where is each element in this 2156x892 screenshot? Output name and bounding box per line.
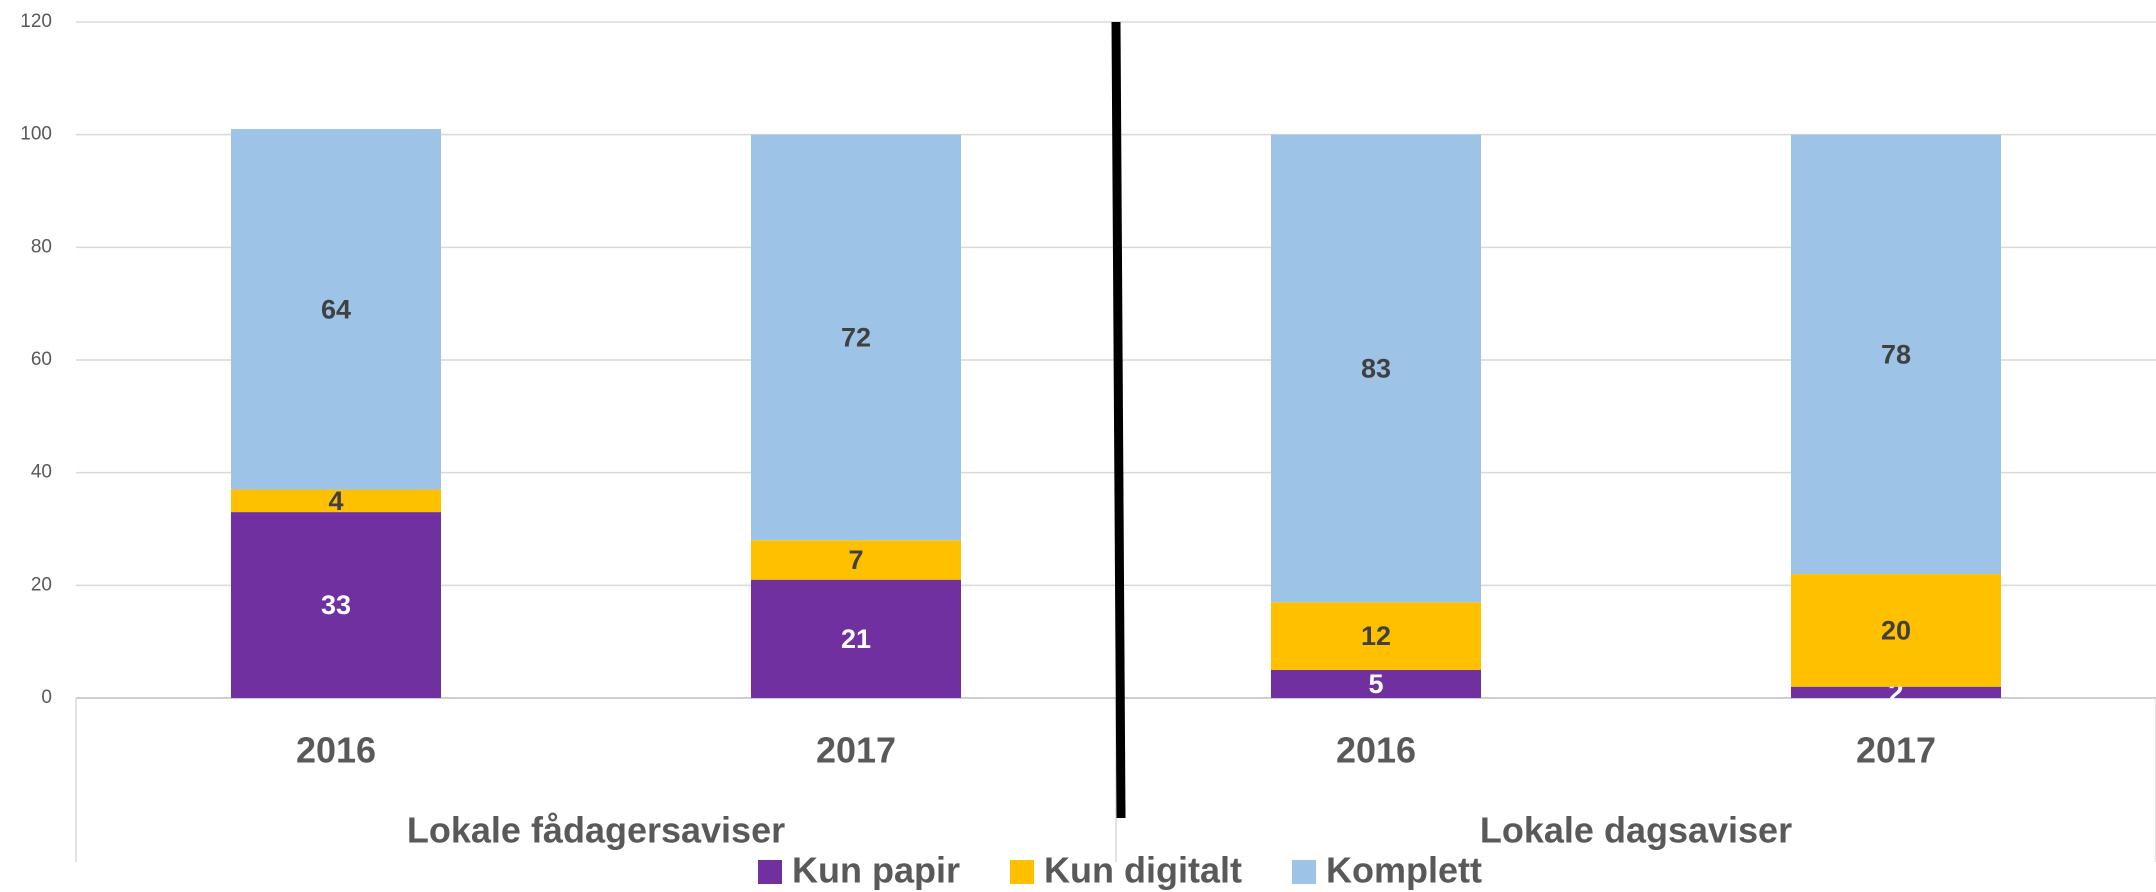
data-label: 20 [1881,616,1911,646]
legend-swatch [1291,860,1316,884]
y-tick-label: 20 [31,574,52,595]
bar-segment [751,134,961,541]
bar-segment [751,540,961,580]
bar-segment [1791,134,2001,575]
data-label: 5 [1368,669,1383,699]
bar-segment [231,489,441,513]
bar-segment [231,129,441,490]
data-label: 64 [321,294,351,324]
data-label: 78 [1881,339,1911,369]
data-label: 33 [321,590,351,620]
bar-segment [751,579,961,698]
group-label: Lokale fådagersaviser [407,810,785,851]
x-tick-label: 2016 [296,730,376,771]
y-tick-label: 40 [31,462,52,483]
legend-swatch [758,860,783,884]
data-label: 83 [1361,354,1391,384]
legend: Kun papir Kun digitalt Komplett [758,850,1482,891]
y-tick-label: 100 [20,124,52,145]
data-label: 7 [848,545,863,575]
y-tick-label: 60 [31,349,52,370]
bar-segment [1271,134,1481,603]
y-tick-label: 0 [41,687,52,708]
divider-annotation [1111,21,1126,819]
bar-segment [1791,686,2001,698]
group-label: Lokale dagsaviser [1480,810,1792,851]
legend-label: Kun digitalt [1044,850,1242,891]
bar-segment [1271,602,1481,670]
legend-label: Kun papir [792,850,960,891]
bar-segment [231,512,441,698]
bar-segment [1791,574,2001,687]
y-tick-label: 80 [31,236,52,257]
legend-swatch [1010,860,1035,884]
bar-segment [1271,669,1481,698]
data-label: 21 [841,624,871,654]
x-tick-label: 2017 [816,730,896,771]
x-tick-label: 2016 [1336,730,1416,771]
y-tick-label: 120 [20,11,52,32]
data-label: 72 [841,323,871,353]
data-label: 4 [328,486,343,516]
legend-label: Komplett [1326,850,1482,891]
x-tick-label: 2017 [1856,730,1936,771]
data-label: 12 [1361,621,1391,651]
